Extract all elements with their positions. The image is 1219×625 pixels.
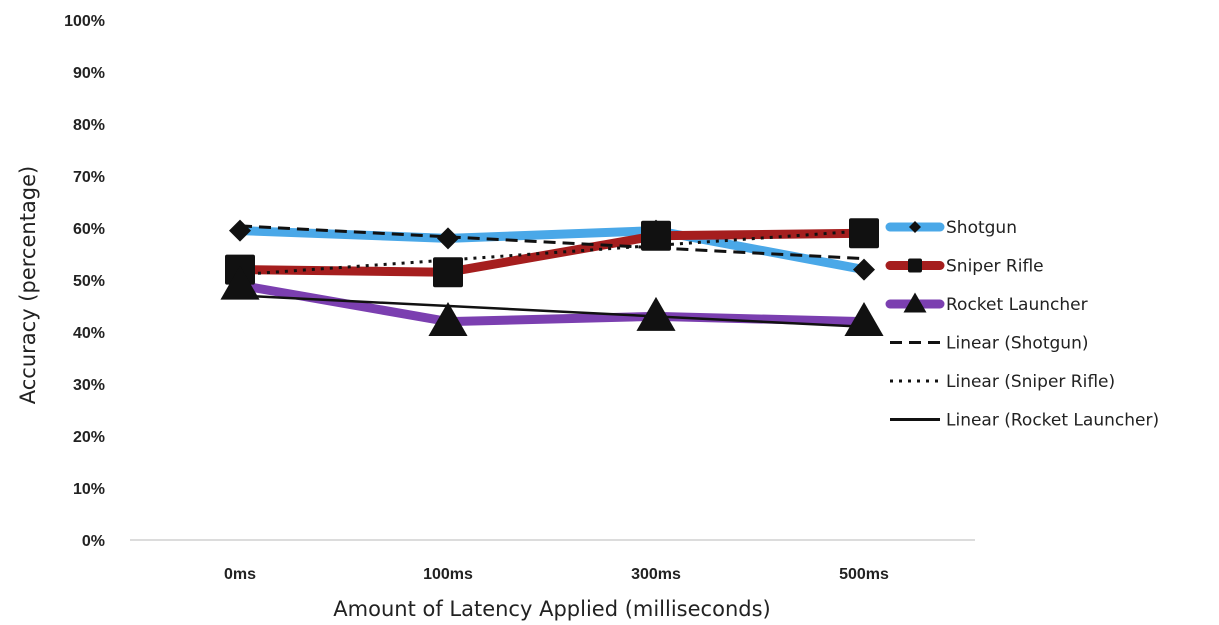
series-line	[235, 280, 869, 327]
series-line	[235, 228, 869, 277]
diamond-marker	[437, 227, 459, 250]
y-tick-label: 10%	[73, 481, 105, 498]
y-tick-label: 20%	[73, 429, 105, 446]
y-tick-label: 30%	[73, 377, 105, 394]
legend-label: Sniper Rifle	[946, 257, 1044, 277]
legend-label: Shotgun	[946, 218, 1017, 238]
y-tick-label: 50%	[73, 273, 105, 290]
y-tick-label: 60%	[73, 221, 105, 238]
diamond-marker	[229, 219, 251, 242]
y-tick-label: 0%	[82, 533, 105, 550]
x-axis-title: Amount of Latency Applied (milliseconds)	[333, 597, 770, 621]
trendlines	[239, 224, 865, 329]
diamond-marker	[909, 221, 921, 233]
y-tick-label: 100%	[64, 13, 105, 30]
legend-label: Linear (Shotgun)	[946, 334, 1088, 354]
legend: Shotgun Sniper Rifle Rocket Launcher Linear…	[885, 218, 1159, 431]
triangle-marker	[844, 302, 884, 337]
legend-label: Linear (Sniper Rifle)	[946, 372, 1115, 392]
square-marker	[433, 257, 463, 288]
series-lines	[235, 226, 869, 327]
x-tick-label: 500ms	[839, 566, 889, 583]
diamond-marker	[853, 258, 875, 281]
trendline	[239, 294, 865, 329]
x-tick-label: 300ms	[631, 566, 681, 583]
legend-label: Linear (Rocket Launcher)	[946, 411, 1159, 431]
triangle-marker	[428, 302, 468, 337]
x-axis-ticks: 0ms 100ms 300ms 500ms	[224, 566, 889, 583]
x-tick-label: 0ms	[224, 566, 256, 583]
y-axis-ticks: 0% 10% 20% 30% 40% 50% 60% 70% 80% 90% 100%	[64, 13, 105, 550]
triangle-marker	[220, 265, 260, 300]
square-marker	[849, 218, 879, 249]
y-tick-label: 80%	[73, 117, 105, 134]
triangle-marker	[636, 296, 676, 331]
y-axis-title: Accuracy (percentage)	[16, 166, 40, 405]
series-markers	[220, 218, 884, 337]
series-line	[235, 226, 869, 275]
x-tick-label: 100ms	[423, 566, 473, 583]
square-marker	[641, 220, 671, 251]
y-tick-label: 90%	[73, 65, 105, 82]
trendline	[239, 224, 865, 261]
legend-label: Rocket Launcher	[946, 295, 1088, 315]
y-tick-label: 70%	[73, 169, 105, 186]
square-marker	[908, 258, 922, 273]
y-tick-label: 40%	[73, 325, 105, 342]
triangle-marker	[903, 292, 927, 313]
